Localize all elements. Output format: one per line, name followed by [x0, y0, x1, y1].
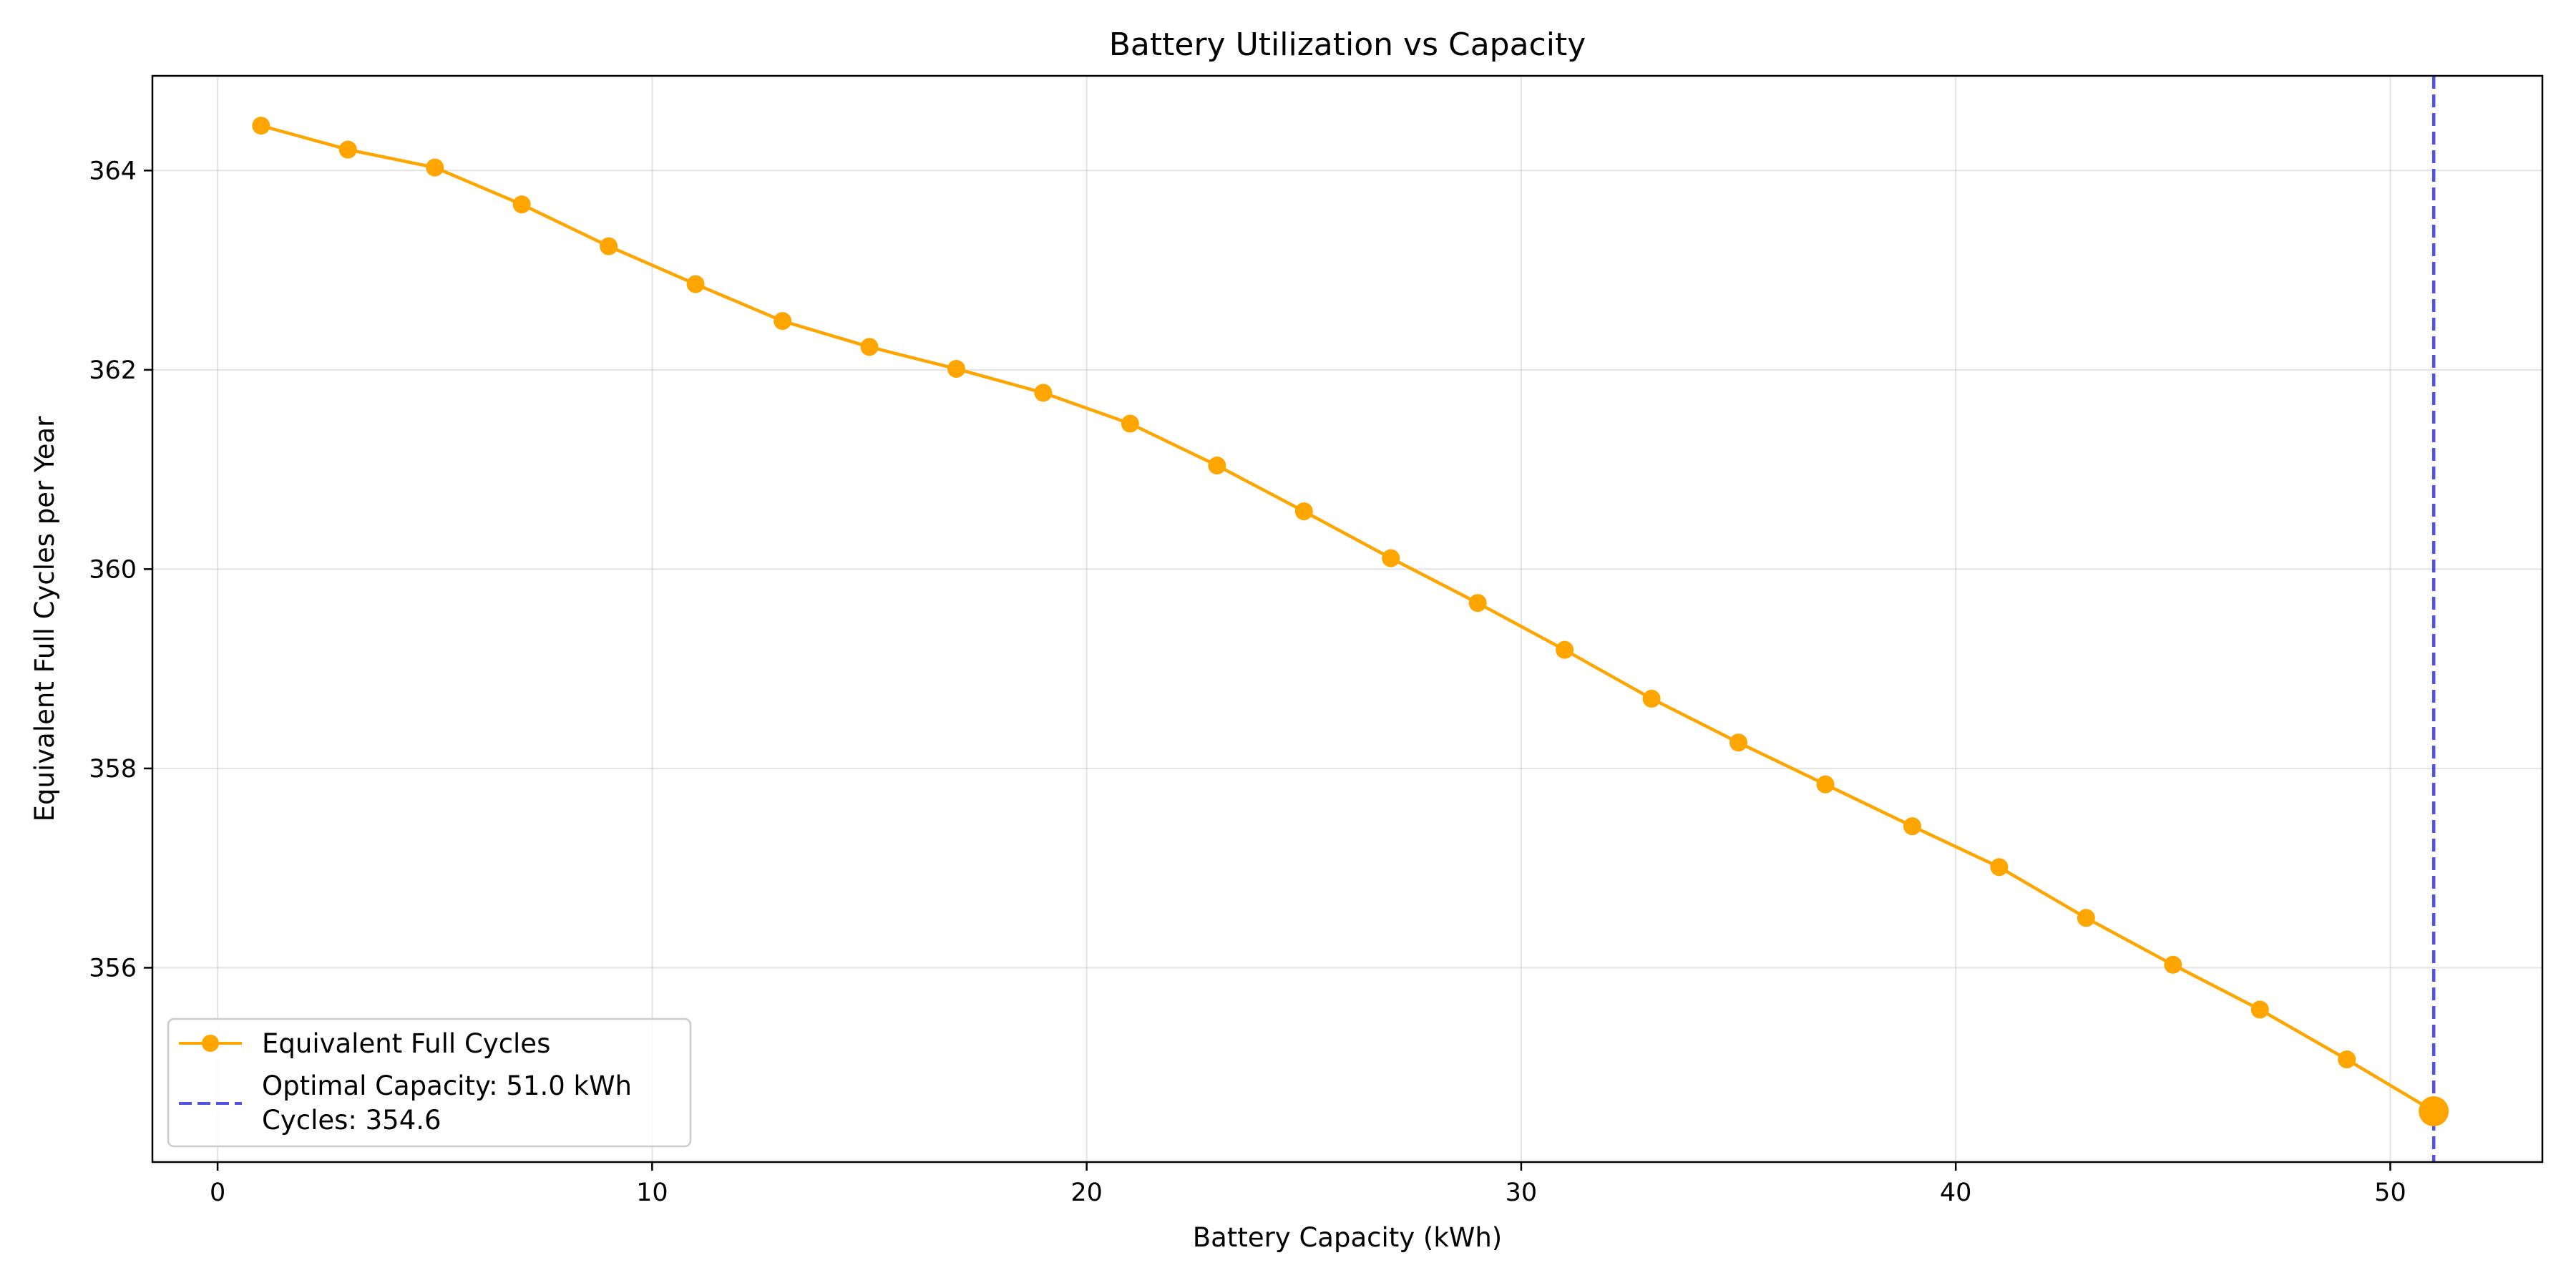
legend: Equivalent Full Cycles Optimal Capacity:…	[167, 1018, 692, 1148]
series-line-0	[260, 124, 2435, 1113]
x-axis: 0 10 20 30 40 50	[210, 1162, 2406, 1207]
y-tick-label-1: 358	[89, 755, 137, 784]
plot-frame	[151, 74, 2544, 1163]
data-point-2	[426, 158, 444, 177]
grid	[152, 76, 2542, 1162]
data-point-23	[2250, 1000, 2269, 1019]
series-layer	[252, 117, 2449, 1126]
data-point-16	[1642, 689, 1661, 708]
x-tick-label-1: 10	[636, 1179, 668, 1207]
data-point-3	[512, 195, 531, 214]
data-point-8	[947, 359, 965, 378]
data-point-17	[1729, 733, 1748, 752]
chart-title: Battery Utilization vs Capacity	[1109, 26, 1586, 63]
data-point-12	[1294, 502, 1313, 521]
y-tick-label-0: 356	[89, 954, 137, 982]
x-axis-label: Battery Capacity (kWh)	[1193, 1222, 1503, 1253]
x-tick-label-5: 50	[2374, 1179, 2406, 1207]
legend-box	[167, 1018, 692, 1148]
y-tick-label-2: 360	[89, 555, 137, 584]
x-tick-label-4: 40	[1940, 1179, 1972, 1207]
y-tick-label-4: 364	[89, 157, 137, 185]
y-axis: 356 358 360 362 364	[89, 157, 152, 982]
y-axis-label: Equivalent Full Cycles per Year	[29, 416, 60, 821]
data-point-10	[1121, 414, 1139, 433]
data-point-19	[1903, 817, 1921, 836]
data-point-6	[774, 312, 792, 331]
data-point-13	[1382, 549, 1400, 567]
data-point-9	[1034, 384, 1053, 402]
data-point-11	[1208, 457, 1226, 475]
x-tick-label-3: 30	[1506, 1179, 1538, 1207]
data-point-4	[600, 237, 618, 255]
data-point-21	[2077, 909, 2095, 927]
data-point-7	[860, 338, 879, 356]
x-tick-label-2: 20	[1070, 1179, 1103, 1207]
data-point-5	[686, 275, 705, 293]
legend-reference-label-line2: Cycles: 354.6	[262, 1105, 441, 1136]
legend-reference-label-line1: Optimal Capacity: 51.0 kWh	[262, 1070, 632, 1101]
data-point-15	[1556, 640, 1574, 659]
x-tick-label-0: 0	[210, 1179, 225, 1207]
data-point-24	[2338, 1050, 2356, 1069]
data-point-20	[1990, 858, 2009, 877]
data-point-14	[1468, 594, 1487, 613]
legend-series-label: Equivalent Full Cycles	[262, 1028, 550, 1059]
data-point-22	[2164, 955, 2182, 974]
data-point-0	[252, 117, 270, 135]
legend-series-swatch-marker	[202, 1035, 219, 1052]
data-point-1	[338, 140, 357, 159]
data-point-18	[1816, 775, 1835, 794]
optimal-point-marker	[2419, 1096, 2449, 1126]
y-tick-label-3: 362	[89, 356, 137, 385]
